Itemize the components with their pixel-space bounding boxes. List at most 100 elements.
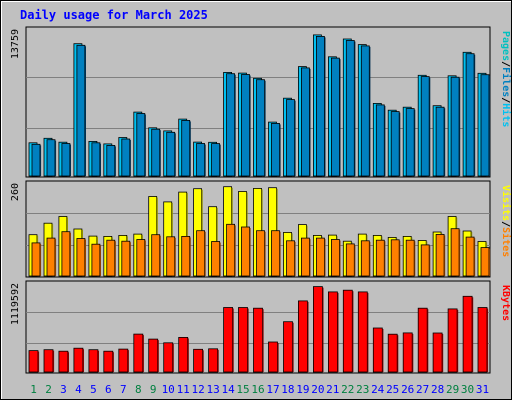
bar-kbytes-day-5 xyxy=(88,349,99,373)
bar-kbytes-day-23 xyxy=(357,291,368,373)
panel-max-label: 260 xyxy=(10,183,21,201)
legend-separator: / xyxy=(500,61,511,67)
chart-title: Daily usage for March 2025 xyxy=(20,8,208,22)
bar-sites-day-13 xyxy=(211,241,221,277)
legend-hits: Hits xyxy=(500,103,512,127)
bar-files-day-4 xyxy=(76,44,86,177)
bar-files-day-20 xyxy=(315,36,325,177)
legend-sites: Sites xyxy=(500,227,512,257)
bar-sites-day-12 xyxy=(196,230,206,277)
bar-sites-day-19 xyxy=(300,237,310,277)
bar-files-day-30 xyxy=(465,53,475,177)
x-tick-label-day-15: 15 xyxy=(236,383,249,396)
bar-kbytes-day-21 xyxy=(327,291,338,373)
bar-kbytes-day-7 xyxy=(118,348,129,373)
x-tick-label-day-1: 1 xyxy=(30,383,37,396)
x-tick-label-day-31: 31 xyxy=(476,383,489,396)
x-tick-label-day-8: 8 xyxy=(135,383,142,396)
x-tick-label-day-7: 7 xyxy=(120,383,127,396)
bar-files-day-7 xyxy=(121,138,131,177)
x-tick-label-day-14: 14 xyxy=(221,383,235,396)
bar-files-day-23 xyxy=(360,45,370,177)
x-tick-label-day-20: 20 xyxy=(311,383,324,396)
x-tick-label-day-5: 5 xyxy=(90,383,97,396)
bar-sites-day-11 xyxy=(181,235,191,277)
bar-files-day-14 xyxy=(226,73,236,177)
bar-kbytes-day-11 xyxy=(178,336,189,373)
bar-kbytes-day-9 xyxy=(148,338,159,373)
bar-files-day-13 xyxy=(211,143,221,177)
x-tick-label-day-25: 25 xyxy=(386,383,399,396)
bar-files-day-12 xyxy=(196,143,206,177)
bar-kbytes-day-4 xyxy=(73,347,84,373)
bar-files-day-3 xyxy=(61,143,71,177)
bar-kbytes-day-3 xyxy=(58,350,69,373)
bar-files-day-22 xyxy=(345,40,355,177)
bar-sites-day-4 xyxy=(76,238,86,277)
legend-separator: / xyxy=(500,221,511,227)
bar-sites-day-1 xyxy=(31,242,41,277)
bar-kbytes-day-26 xyxy=(402,332,413,373)
x-tick-label-day-11: 11 xyxy=(177,383,190,396)
bar-sites-day-30 xyxy=(465,236,475,277)
panel-max-label: 13759 xyxy=(10,29,21,59)
x-tick-label-day-17: 17 xyxy=(266,383,279,396)
bar-kbytes-day-17 xyxy=(268,341,278,373)
bar-sites-day-21 xyxy=(330,239,340,277)
x-tick-label-day-3: 3 xyxy=(60,383,67,396)
bar-files-day-2 xyxy=(46,139,56,177)
x-tick-label-day-23: 23 xyxy=(356,383,369,396)
bar-files-day-31 xyxy=(480,74,490,177)
x-tick-label-day-13: 13 xyxy=(206,383,219,396)
x-axis-labels: 1 2 3 4 5 6 7 8 9 10 11 12 13 14 15 16 17 18 19 20 21 22 23 24 2… xyxy=(30,383,489,396)
bar-kbytes-day-1 xyxy=(28,350,39,373)
panel-hits-files-pages: 13759 Pages/Files/Hits xyxy=(10,26,512,178)
x-tick-label-day-28: 28 xyxy=(431,383,444,396)
panel-max-label: 1119592 xyxy=(10,283,21,325)
bar-kbytes-day-15 xyxy=(238,307,248,373)
bar-files-day-21 xyxy=(330,57,340,177)
x-tick-label-day-4: 4 xyxy=(75,383,82,396)
x-tick-label-day-22: 22 xyxy=(341,383,354,396)
bar-kbytes-day-19 xyxy=(297,300,308,373)
x-tick-label-day-29: 29 xyxy=(446,383,459,396)
bar-kbytes-day-12 xyxy=(193,348,204,373)
bar-files-day-27 xyxy=(420,76,430,177)
legend-files: Files xyxy=(500,67,512,97)
x-tick-label-day-24: 24 xyxy=(371,383,385,396)
bar-files-day-28 xyxy=(435,106,445,177)
bar-sites-day-28 xyxy=(435,233,445,277)
bar-sites-day-15 xyxy=(241,226,250,277)
bar-sites-day-29 xyxy=(450,228,460,277)
bar-sites-day-31 xyxy=(480,247,490,277)
bar-kbytes-day-29 xyxy=(447,308,458,373)
bar-files-day-19 xyxy=(300,67,310,177)
legend-visits: Visits xyxy=(500,185,512,221)
bar-sites-day-2 xyxy=(46,237,56,277)
bar-files-day-1 xyxy=(31,143,41,177)
bar-files-day-5 xyxy=(91,142,101,177)
bar-kbytes-day-27 xyxy=(417,307,428,373)
bar-sites-day-20 xyxy=(315,237,325,277)
bar-files-day-25 xyxy=(390,111,400,177)
bar-sites-day-7 xyxy=(121,240,131,277)
panel-kbytes: 1119592 KBytes xyxy=(10,280,511,374)
x-tick-label-day-21: 21 xyxy=(326,383,339,396)
x-tick-label-day-2: 2 xyxy=(45,383,52,396)
legend-pages: Pages xyxy=(500,31,511,61)
legend-kbytes: KBytes xyxy=(500,285,511,321)
bar-sites-day-8 xyxy=(136,239,146,277)
panel-legend: Visits/Sites xyxy=(500,185,512,257)
x-tick-label-day-6: 6 xyxy=(105,383,112,396)
bar-kbytes-day-13 xyxy=(208,348,219,373)
bar-kbytes-day-18 xyxy=(283,321,293,373)
bar-sites-day-17 xyxy=(271,230,280,277)
bar-sites-day-23 xyxy=(360,240,370,277)
bar-sites-day-16 xyxy=(256,230,265,277)
x-tick-label-day-9: 9 xyxy=(150,383,157,396)
panel-visits-sites: 260 Visits/Sites xyxy=(10,180,512,278)
bar-files-day-16 xyxy=(256,79,265,177)
bar-files-day-17 xyxy=(271,123,280,177)
